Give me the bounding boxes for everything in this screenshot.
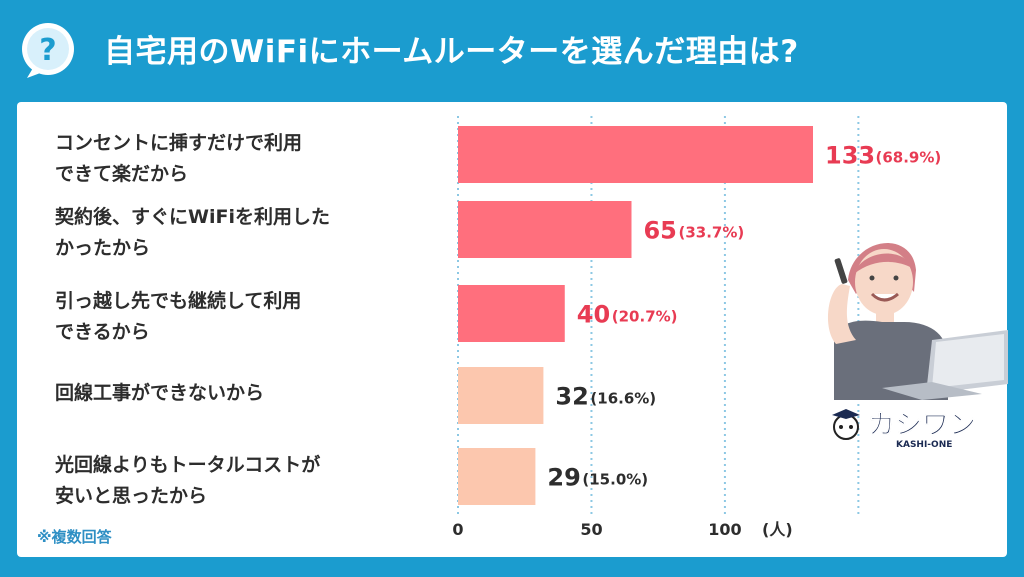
category-label: 光回線よりもトータルコストが 安いと思ったから	[55, 454, 321, 507]
bar	[458, 448, 536, 505]
bar-value-label: 40	[577, 301, 610, 329]
bar	[458, 285, 565, 342]
x-tick-label: 50	[580, 520, 602, 539]
bar-percent-label: (20.7%)	[612, 308, 678, 326]
bar	[458, 126, 813, 183]
page-title: 自宅用のWiFiにホームルーターを選んだ理由は?	[104, 34, 799, 70]
question-icon: ?	[22, 23, 74, 78]
x-tick-label: 0	[452, 520, 463, 539]
bar-value-label: 65	[643, 217, 676, 245]
category-label: 回線工事ができないから	[55, 382, 265, 404]
category-label: コンセントに挿すだけで利用 できて楽だから	[55, 132, 303, 185]
category-label: 契約後、すぐにWiFiを利用した かったから	[55, 206, 330, 259]
bar-value-label: 29	[547, 464, 580, 492]
person-with-laptop-illustration	[828, 243, 1008, 400]
x-tick-label: 100	[708, 520, 741, 539]
bar-percent-label: (16.6%)	[590, 390, 656, 408]
bar-percent-label: (15.0%)	[582, 471, 648, 489]
multiple-answer-note: ※複数回答	[37, 528, 112, 546]
svg-text:?: ?	[39, 33, 56, 68]
x-axis-unit: (人)	[762, 520, 793, 539]
bar-value-label: 133	[825, 142, 875, 170]
brand-name: カシワン	[868, 410, 976, 441]
brand-logo: カシワン KASHI-ONE	[818, 401, 988, 451]
category-label: 引っ越し先でも継続して利用 できるから	[55, 290, 302, 343]
bar	[458, 367, 544, 424]
bar-percent-label: (33.7%)	[678, 224, 744, 242]
header: ? 自宅用のWiFiにホームルーターを選んだ理由は?	[0, 0, 1024, 102]
bar-value-label: 32	[555, 383, 588, 411]
brand-subname: KASHI-ONE	[896, 440, 952, 450]
bar-percent-label: (68.9%)	[876, 149, 942, 167]
bar	[458, 201, 632, 258]
